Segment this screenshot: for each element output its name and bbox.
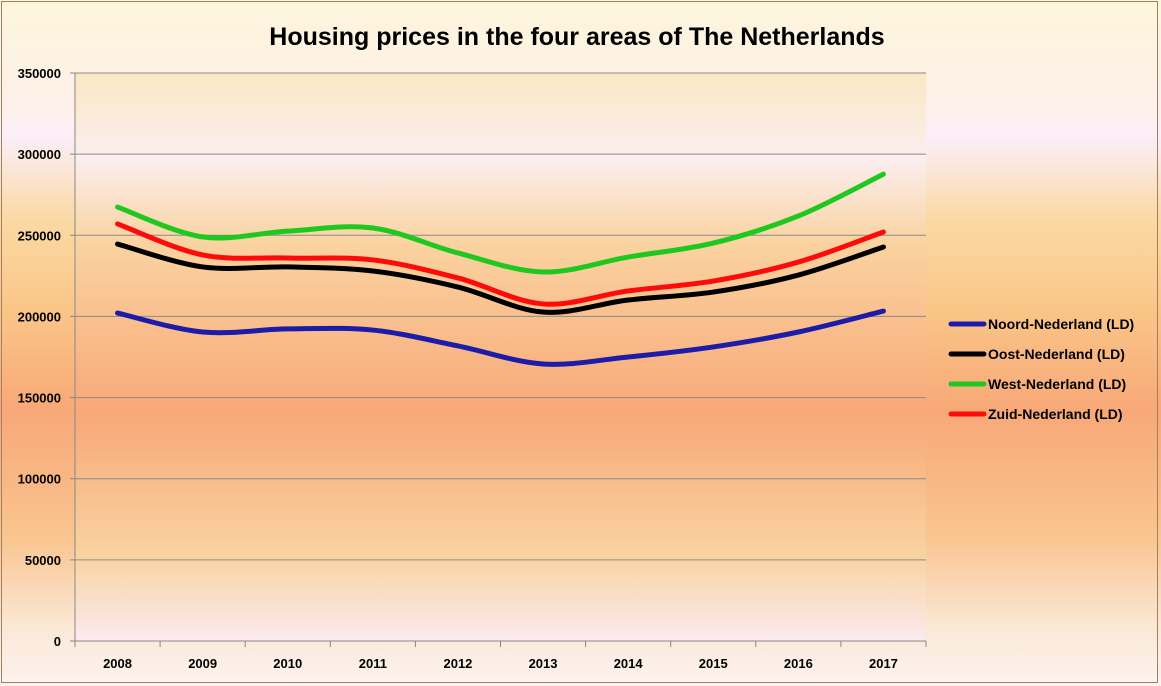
x-tick-label: 2017 [869, 656, 898, 671]
series-line-noord [115, 308, 886, 367]
series-line-oost [115, 241, 886, 315]
y-tick-label: 100000 [18, 472, 61, 487]
y-tick-label: 350000 [18, 66, 61, 81]
series-line-west [115, 171, 886, 275]
x-tick-label: 2014 [614, 656, 644, 671]
legend-label: Zuid-Nederland (LD) [988, 406, 1123, 422]
x-tick-label: 2013 [529, 656, 558, 671]
legend-label: Oost-Nederland (LD) [988, 346, 1125, 362]
x-tick-label: 2009 [188, 656, 217, 671]
x-tick-label: 2008 [103, 656, 132, 671]
series-line-zuid [115, 221, 886, 307]
y-tick-label: 300000 [18, 147, 61, 162]
y-tick-label: 0 [54, 634, 61, 649]
legend-label: Noord-Nederland (LD) [988, 316, 1134, 332]
x-tick-label: 2015 [699, 656, 728, 671]
legend-label: West-Nederland (LD) [988, 376, 1126, 392]
y-tick-label: 150000 [18, 391, 61, 406]
y-tick-label: 200000 [18, 309, 61, 324]
y-tick-label: 50000 [25, 553, 61, 568]
x-tick-label: 2011 [359, 656, 387, 671]
x-tick-label: 2016 [784, 656, 813, 671]
x-tick-label: 2012 [443, 656, 472, 671]
x-tick-label: 2010 [273, 656, 302, 671]
chart-title: Housing prices in the four areas of The … [269, 23, 884, 51]
y-tick-label: 250000 [18, 228, 61, 243]
